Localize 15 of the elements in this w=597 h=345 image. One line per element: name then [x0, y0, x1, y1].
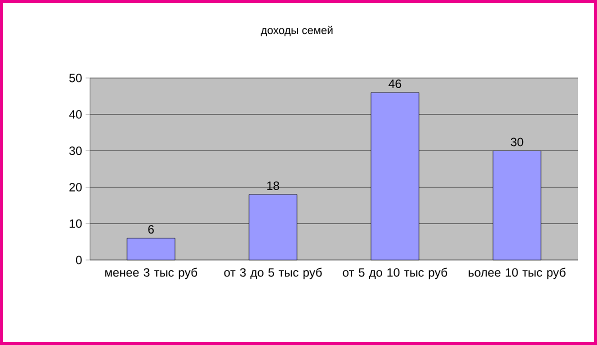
y-tick-label: 30 [69, 146, 82, 156]
y-tick-label: 10 [70, 219, 82, 228]
data-label: 46 [388, 80, 402, 88]
data-label: 6 [148, 225, 154, 234]
x-tick-label: ьолее 10 тыс руб [468, 268, 566, 280]
y-tick-label: 0 [76, 256, 82, 264]
chart-title: доходы семей [260, 26, 332, 36]
y-tick-label: 20 [69, 182, 82, 192]
y-tick-label: 50 [69, 74, 82, 82]
y-tick-label: 40 [69, 110, 82, 119]
data-label: 30 [510, 138, 524, 146]
bar [126, 238, 176, 260]
x-tick-label: менее 3 тыс руб [105, 268, 198, 280]
x-tick-label: от 5 до 10 тыс руб [342, 268, 448, 280]
x-tick-label: от 3 до 5 тыс руб [224, 268, 322, 280]
